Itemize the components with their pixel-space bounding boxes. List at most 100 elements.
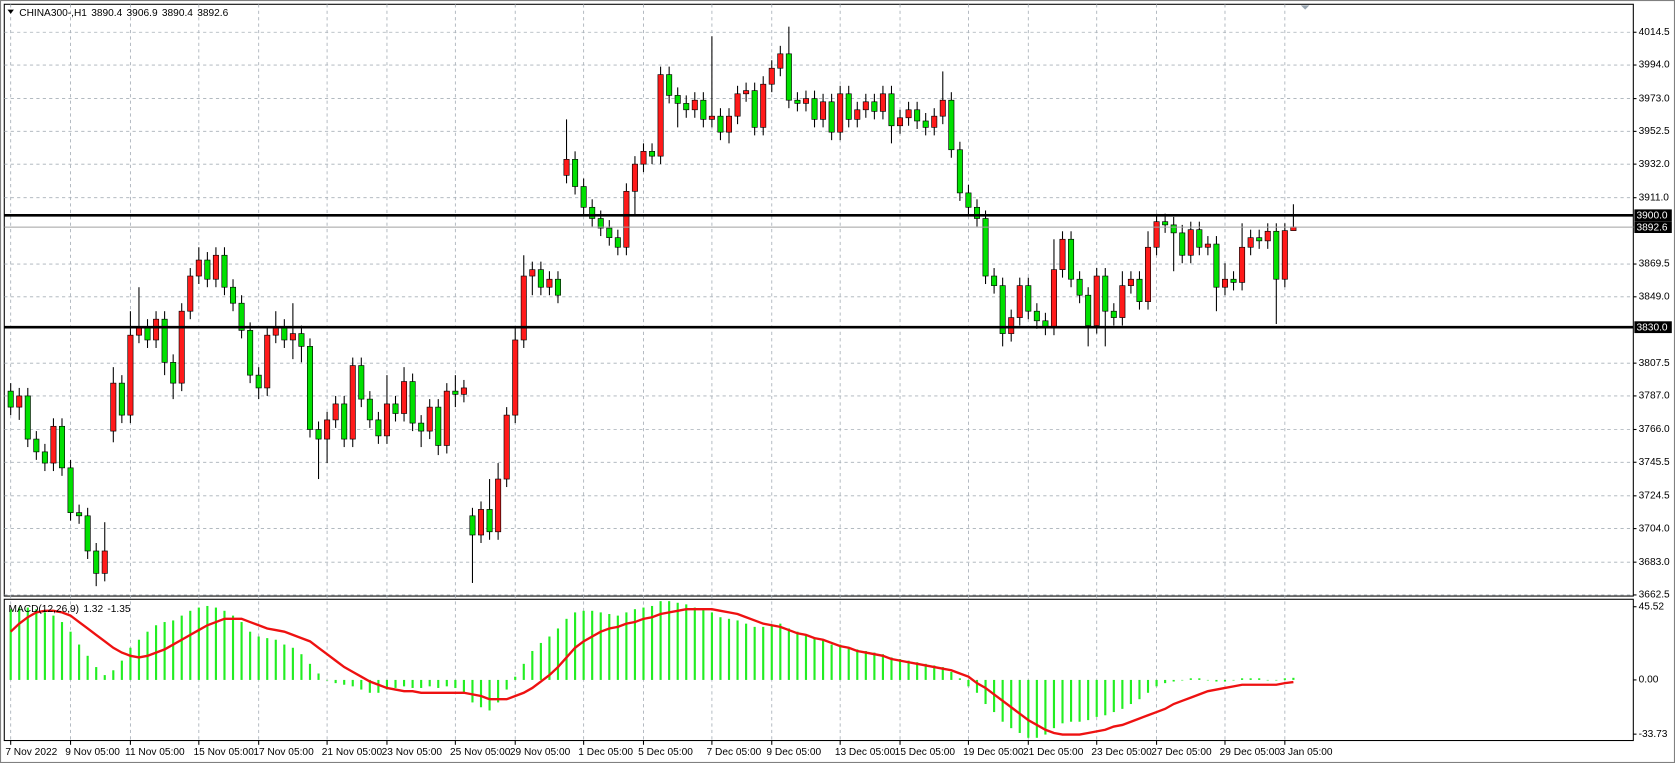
candle-body bbox=[777, 53, 784, 69]
candle-body bbox=[16, 395, 23, 408]
macd-bar bbox=[1258, 678, 1261, 680]
header-low: 3890.4 bbox=[162, 8, 193, 19]
y-tick-label: 3745.5 bbox=[1639, 457, 1670, 468]
candle-body bbox=[888, 93, 895, 127]
macd-bar bbox=[240, 622, 243, 680]
candle-body bbox=[221, 254, 228, 288]
y-tick-label: 45.52 bbox=[1639, 601, 1665, 612]
hline-label-box bbox=[1634, 321, 1672, 334]
candle-body bbox=[1102, 275, 1109, 312]
y-tick-label: 3952.5 bbox=[1639, 126, 1670, 137]
candle-body bbox=[1213, 243, 1220, 288]
x-tick-label: 27 Dec 05:00 bbox=[1151, 747, 1212, 758]
macd-bar bbox=[642, 607, 645, 680]
macd-bar bbox=[274, 639, 277, 680]
candle-body bbox=[862, 101, 869, 111]
candle-body bbox=[1187, 229, 1194, 256]
chart-header: CHINA300-,H1 3890.4 3906.9 3890.4 3892.6 bbox=[19, 8, 228, 19]
candle-body bbox=[708, 115, 715, 120]
x-tick-label: 29 Nov 05:00 bbox=[510, 747, 571, 758]
macd-bar bbox=[1146, 679, 1150, 693]
candle-body bbox=[392, 403, 399, 414]
candle-body bbox=[974, 206, 980, 219]
y-tick-label: 3683.0 bbox=[1639, 557, 1670, 568]
macd-bar bbox=[924, 663, 927, 680]
candle-body bbox=[409, 381, 416, 424]
macd-bar bbox=[95, 667, 98, 680]
header-close: 3892.6 bbox=[197, 8, 228, 19]
macd-bar bbox=[659, 601, 662, 680]
macd-bar bbox=[1232, 679, 1235, 681]
x-tick-label: 29 Dec 05:00 bbox=[1220, 747, 1281, 758]
candle-body bbox=[306, 346, 313, 430]
candle-body bbox=[195, 259, 202, 277]
macd-bar bbox=[941, 667, 944, 680]
macd-bar bbox=[574, 612, 577, 680]
price-label: 3892.6 bbox=[1637, 222, 1668, 233]
candle-body bbox=[554, 278, 561, 296]
macd-bar bbox=[231, 615, 235, 680]
candle-body bbox=[24, 395, 31, 440]
macd-bar bbox=[625, 612, 628, 680]
macd-bar bbox=[514, 676, 517, 680]
macd-bar bbox=[522, 663, 525, 680]
candle-body bbox=[563, 159, 570, 176]
candle-body bbox=[623, 190, 630, 248]
header-open: 3890.4 bbox=[91, 8, 122, 19]
y-tick-label: 3932.0 bbox=[1639, 159, 1670, 170]
macd-bar bbox=[1283, 678, 1286, 680]
candle-body bbox=[1179, 232, 1186, 256]
candle-body bbox=[264, 334, 271, 389]
macd-bar bbox=[1018, 679, 1021, 733]
macd-bar bbox=[668, 601, 671, 680]
macd-bar bbox=[1241, 678, 1244, 680]
candle-body bbox=[358, 365, 365, 400]
macd-bar bbox=[78, 644, 81, 680]
macd-bar bbox=[650, 605, 654, 680]
macd-bar bbox=[1010, 679, 1013, 729]
macd-bar bbox=[873, 652, 876, 680]
candle-body bbox=[383, 403, 390, 437]
candle-body bbox=[1170, 224, 1177, 234]
candle-body bbox=[879, 93, 886, 112]
macd-bar bbox=[1078, 679, 1081, 722]
macd-bar bbox=[377, 679, 380, 693]
macd-bar bbox=[745, 623, 748, 680]
candle-body bbox=[666, 74, 673, 96]
y-tick-label: 4014.5 bbox=[1639, 27, 1670, 38]
candle-body bbox=[956, 149, 963, 194]
candle-body bbox=[640, 151, 647, 165]
macd-bar bbox=[1027, 679, 1030, 738]
candle-body bbox=[212, 254, 219, 280]
candle-body bbox=[341, 403, 348, 440]
candle-body bbox=[683, 103, 690, 111]
candle-body bbox=[127, 334, 134, 416]
macd-bar bbox=[1198, 678, 1201, 680]
candle-body bbox=[1050, 269, 1057, 328]
candle-body bbox=[589, 206, 596, 219]
candle-body bbox=[418, 422, 425, 432]
candle-body bbox=[982, 218, 989, 277]
candle-body bbox=[238, 302, 245, 331]
macd-bar bbox=[830, 644, 833, 680]
macd-bar bbox=[69, 631, 72, 680]
candle-body bbox=[691, 99, 698, 111]
macd-bar bbox=[189, 610, 192, 680]
candle-body bbox=[1264, 230, 1271, 242]
x-tick-label: 9 Dec 05:00 bbox=[766, 747, 821, 758]
macd-bar bbox=[975, 679, 979, 693]
candle-body bbox=[537, 269, 544, 288]
y-tick-label: 0.00 bbox=[1639, 675, 1659, 686]
x-tick-label: 25 Nov 05:00 bbox=[450, 747, 511, 758]
macd-bar bbox=[770, 625, 773, 680]
candle-body bbox=[178, 310, 185, 384]
macd-bar bbox=[890, 657, 893, 680]
candle-body bbox=[820, 101, 827, 120]
candle-body bbox=[315, 429, 322, 440]
macd-bar bbox=[779, 623, 782, 680]
macd-bar bbox=[385, 679, 389, 690]
x-tick-label: 13 Dec 05:00 bbox=[835, 747, 896, 758]
candle-body bbox=[170, 362, 177, 384]
candle-body bbox=[503, 414, 510, 480]
